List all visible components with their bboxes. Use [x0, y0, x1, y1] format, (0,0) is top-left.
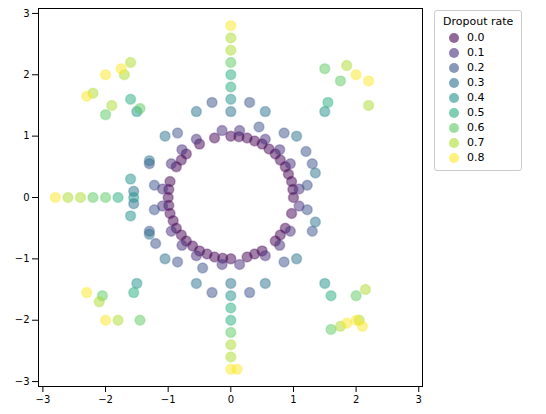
html-text:0.3: 0.3	[467, 76, 485, 89]
svg-text:−2: −2	[15, 314, 30, 325]
svg-text:2: 2	[353, 394, 359, 405]
svg-text:0: 0	[23, 192, 29, 203]
html-text:0.7: 0.7	[467, 136, 485, 149]
html-text:0.4: 0.4	[467, 91, 485, 104]
html-text:0.0: 0.0	[467, 31, 485, 44]
html-text:0.8: 0.8	[467, 151, 485, 164]
svg-text:1: 1	[290, 394, 296, 405]
html-text:0.6: 0.6	[467, 121, 485, 134]
svg-text:−2: −2	[98, 394, 113, 405]
html-text:0.5: 0.5	[467, 106, 485, 119]
svg-text:1: 1	[23, 130, 29, 141]
svg-text:3: 3	[416, 394, 422, 405]
html-text:0.1: 0.1	[467, 46, 485, 59]
svg-text:−1: −1	[161, 394, 176, 405]
svg-text:3: 3	[23, 8, 29, 19]
svg-text:−1: −1	[15, 253, 30, 264]
svg-text:2: 2	[23, 69, 29, 80]
html-text:0.2: 0.2	[467, 61, 485, 74]
svg-text:0: 0	[228, 394, 234, 405]
svg-text:−3: −3	[36, 394, 51, 405]
svg-text:−3: −3	[15, 376, 30, 387]
html-text:Dropout rate: Dropout rate	[443, 15, 514, 28]
